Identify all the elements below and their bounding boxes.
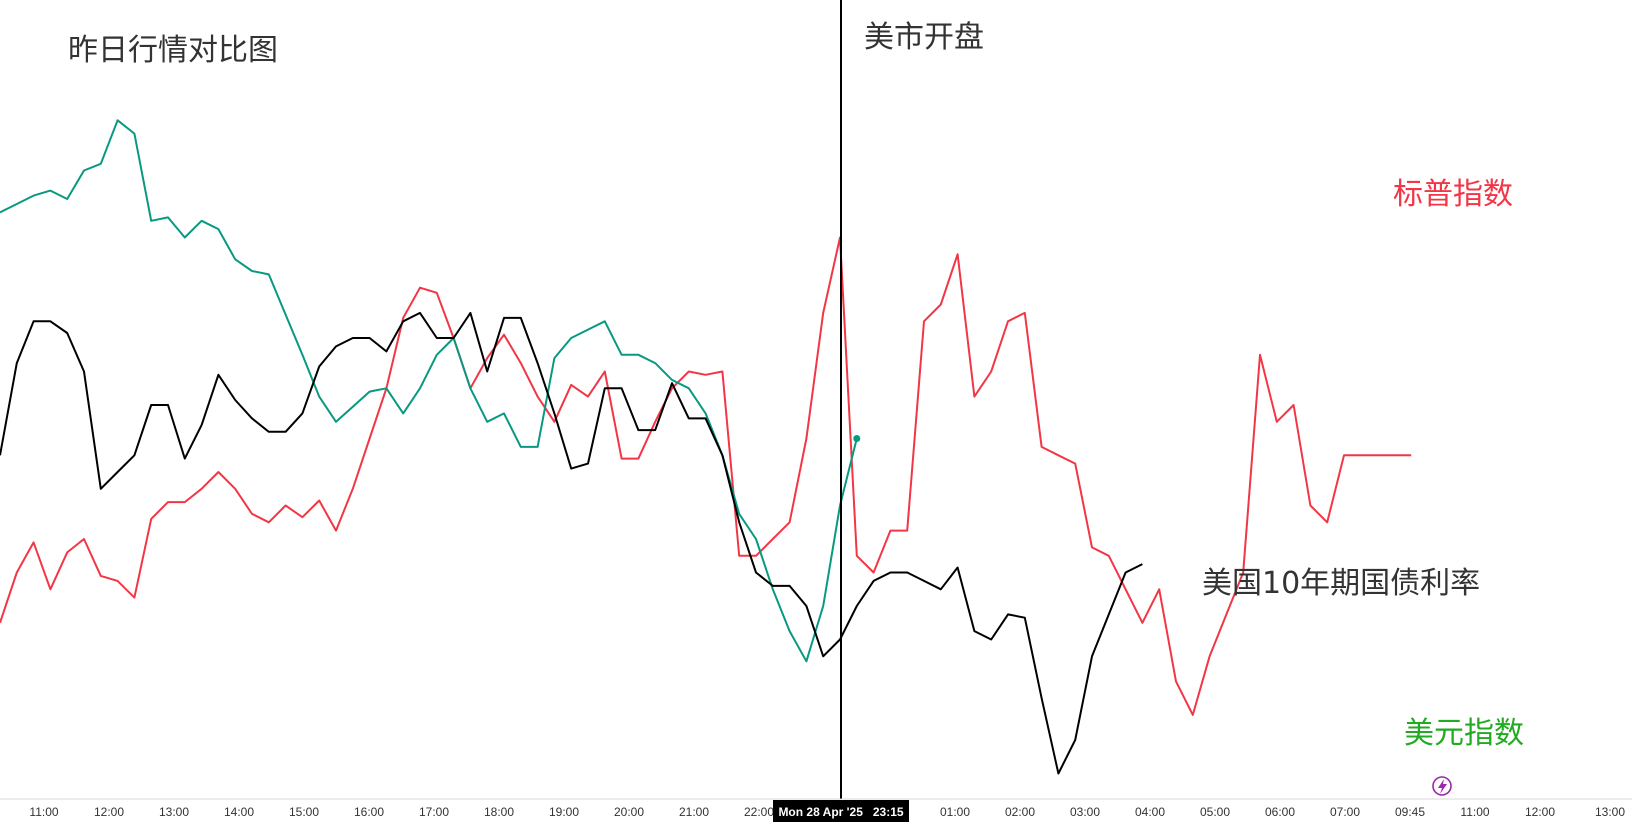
x-tick-label: 11:00 <box>29 805 58 819</box>
x-tick-label: 19:00 <box>549 805 579 819</box>
x-tick-label: 02:00 <box>1005 805 1035 819</box>
series-endpoint-usd-index <box>853 435 861 442</box>
lightning-icon[interactable] <box>1432 776 1452 796</box>
x-tick-label: 20:00 <box>614 805 644 819</box>
x-tick-label: 22:00 <box>744 805 774 819</box>
series-line-sp500 <box>0 236 1412 716</box>
x-tick-label: 18:00 <box>484 805 514 819</box>
series-label-usd-index: 美元指数 <box>1404 716 1524 751</box>
x-tick-label: 09:45 <box>1395 805 1425 819</box>
x-tick-label: 13:00 <box>1595 805 1625 819</box>
x-tick-label: 05:00 <box>1200 805 1230 819</box>
x-tick-label: 15:00 <box>289 805 319 819</box>
x-tick-label: 21:00 <box>679 805 709 819</box>
x-tick-label: 07:00 <box>1330 805 1360 819</box>
crosshair-time-text: Mon 28 Apr '25 23:15 <box>778 805 903 819</box>
x-tick-label: 13:00 <box>159 805 189 819</box>
x-tick-label: 16:00 <box>354 805 384 819</box>
x-tick-label: 01:00 <box>940 805 970 819</box>
x-tick-label: 11:00 <box>1460 805 1489 819</box>
us-market-open-annotation: 美市开盘 <box>864 20 984 55</box>
crosshair-time-label: Mon 28 Apr '25 23:15 <box>773 800 909 822</box>
x-tick-label: 06:00 <box>1265 805 1295 819</box>
x-tick-label: 17:00 <box>419 805 449 819</box>
x-tick-label: 04:00 <box>1135 805 1165 819</box>
x-tick-label: 03:00 <box>1070 805 1100 819</box>
chart-title: 昨日行情对比图 <box>68 33 278 68</box>
x-axis: 11:00 12:00 13:00 14:00 15:00 16:00 17:00 18:00… <box>29 805 1625 819</box>
series-line-usd_index <box>0 119 858 663</box>
series-label-us10y: 美国10年期国债利率 <box>1202 566 1480 601</box>
x-tick-label: 12:00 <box>94 805 124 819</box>
series-line-us10y <box>0 311 1143 775</box>
x-tick-label: 14:00 <box>224 805 254 819</box>
x-tick-label: 12:00 <box>1525 805 1555 819</box>
series-layer <box>0 119 1412 775</box>
series-label-sp500: 标普指数 <box>1393 177 1513 212</box>
